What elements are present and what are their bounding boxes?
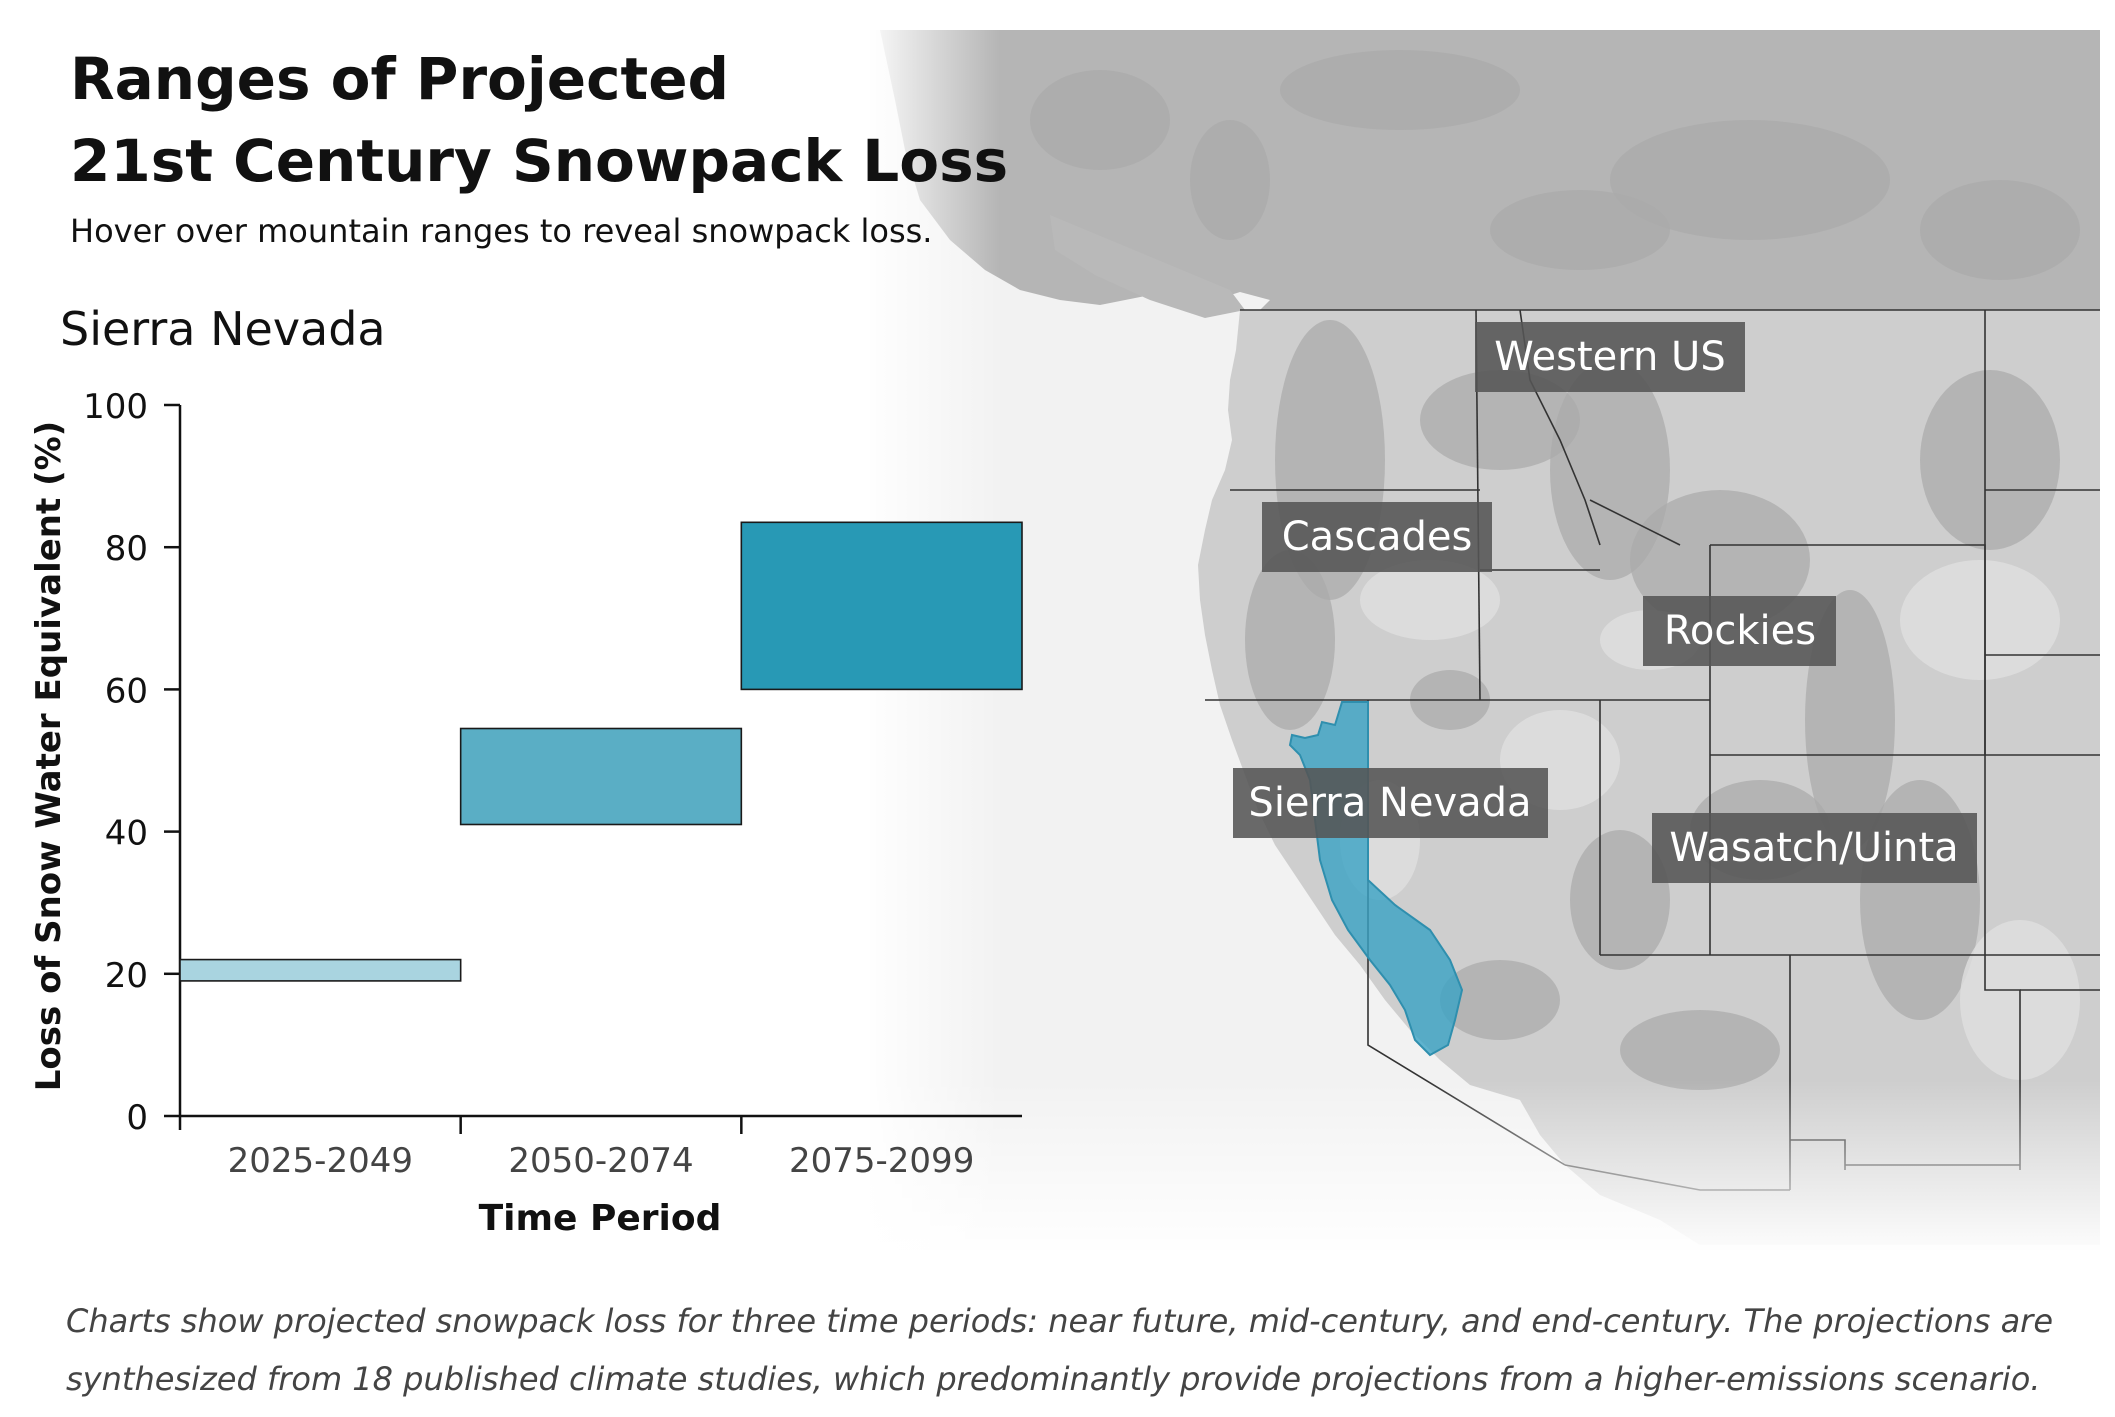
figure-caption: Charts show projected snowpack loss for … xyxy=(66,1302,2054,1398)
page-title: Ranges of Projected 21st Century Snowpac… xyxy=(70,38,1008,202)
map-right-cut xyxy=(2100,0,2115,1417)
map-fade-bottom xyxy=(860,1080,2115,1260)
map-label-sierra-nevada[interactable]: Sierra Nevada xyxy=(1233,768,1548,838)
page-subtitle: Hover over mountain ranges to reveal sno… xyxy=(70,212,933,250)
title-line-1: Ranges of Projected xyxy=(70,45,730,113)
map-canada-land xyxy=(880,30,2100,310)
y-tick-label: 20 xyxy=(105,956,148,996)
snowpack-range-chart: 0 20 40 60 80 100 2025-2049 2050-2074 2075-2099… xyxy=(29,387,1023,1239)
y-tick-label: 80 xyxy=(105,529,148,569)
range-bar-2050-2074[interactable] xyxy=(459,727,743,826)
chart-title: Sierra Nevada xyxy=(60,302,386,356)
map-label-text: Western US xyxy=(1494,334,1725,380)
y-tick-label: 40 xyxy=(105,814,148,854)
y-tick-label: 100 xyxy=(83,387,148,427)
range-bar-2075-2099[interactable] xyxy=(740,521,1023,691)
map-label-text: Rockies xyxy=(1664,608,1816,654)
map-label-wasatch-uinta[interactable]: Wasatch/Uinta xyxy=(1652,813,1977,883)
x-tick-label: 2075-2099 xyxy=(789,1141,974,1181)
map-label-cascades[interactable]: Cascades xyxy=(1262,502,1492,572)
y-tick-label: 0 xyxy=(126,1098,148,1138)
map-label-text: Wasatch/Uinta xyxy=(1669,825,1958,871)
map-label-text: Sierra Nevada xyxy=(1248,780,1531,826)
range-bar-2025-2049[interactable] xyxy=(179,958,462,982)
y-tick-label: 60 xyxy=(105,671,148,711)
x-axis: 2025-2049 2050-2074 2075-2099 xyxy=(180,1114,1022,1181)
title-line-2: 21st Century Snowpack Loss xyxy=(70,127,1009,195)
map-label-western-us[interactable]: Western US xyxy=(1475,322,1745,392)
x-tick-label: 2050-2074 xyxy=(508,1141,693,1181)
y-axis-label: Loss of Snow Water Equivalent (%) xyxy=(29,421,69,1091)
range-bars xyxy=(179,521,1023,982)
y-axis: 0 20 40 60 80 100 xyxy=(83,387,182,1138)
x-axis-label: Time Period xyxy=(479,1198,722,1239)
map-island xyxy=(1050,215,1245,318)
x-tick-label: 2025-2049 xyxy=(228,1141,413,1181)
map-label-rockies[interactable]: Rockies xyxy=(1643,596,1836,666)
map-label-text: Cascades xyxy=(1282,514,1473,560)
